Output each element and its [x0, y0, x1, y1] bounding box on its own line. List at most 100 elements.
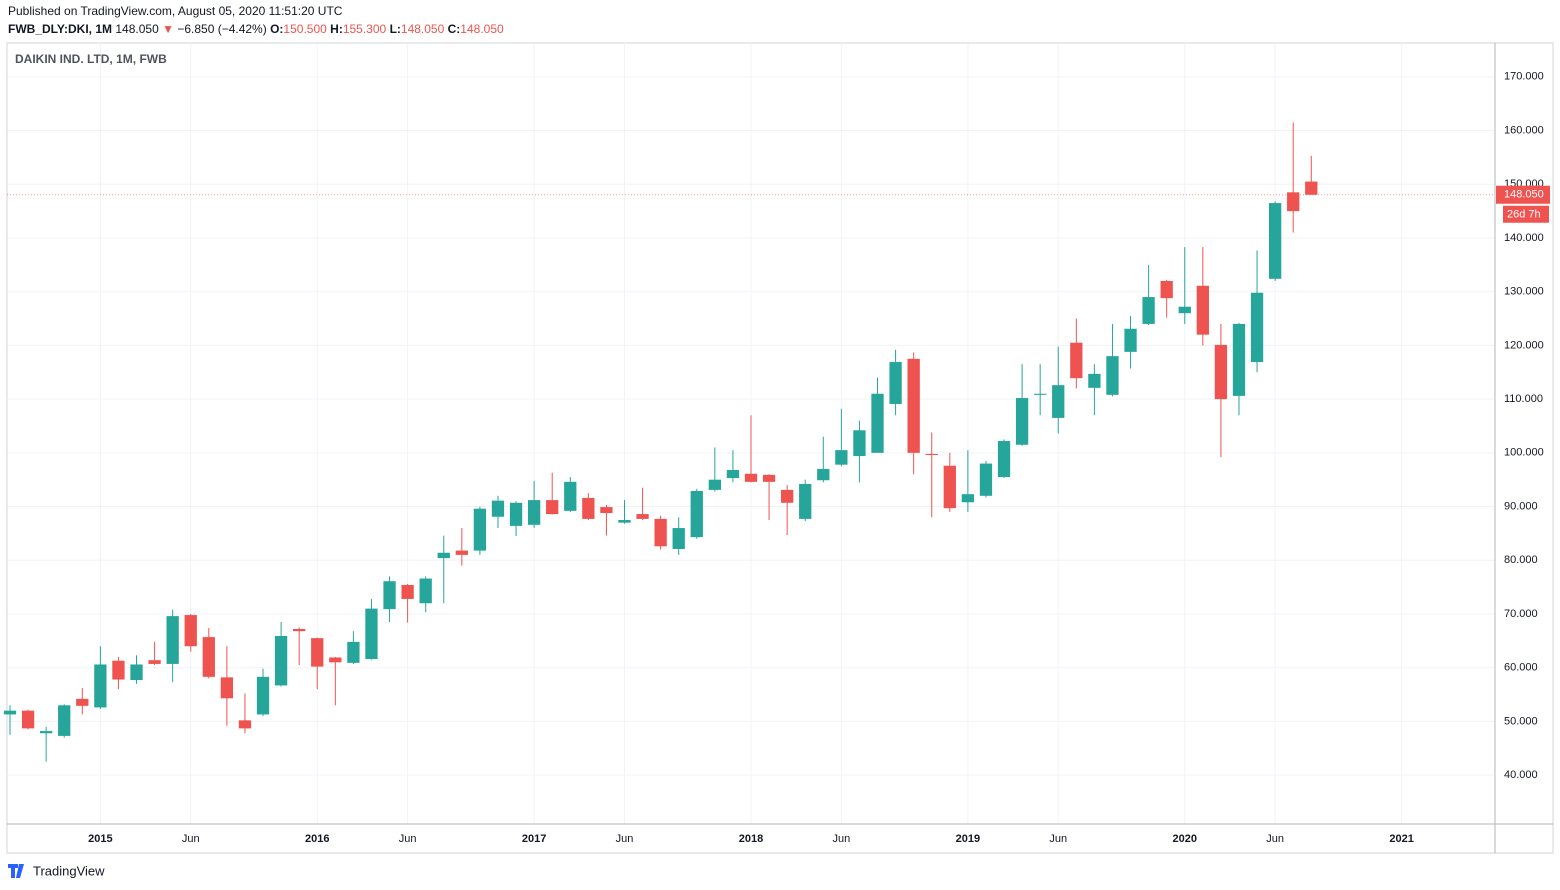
candle-body	[636, 514, 649, 519]
y-tick-label: 120.000	[1504, 339, 1544, 351]
candle-body	[184, 615, 197, 647]
candle-body	[925, 453, 938, 455]
candle-body	[853, 430, 866, 457]
y-tick-label: 110.000	[1504, 393, 1543, 405]
x-tick-label: Jun	[1266, 833, 1284, 845]
candle-body	[1106, 356, 1119, 395]
y-tick-label: 160.000	[1504, 124, 1544, 136]
brand-logo	[8, 864, 24, 878]
brand-name: TradingView	[33, 863, 105, 878]
candle-body	[690, 490, 703, 538]
ohlc-label: C:	[448, 22, 461, 36]
published-note: Published on TradingView.com, August 05,…	[8, 4, 343, 18]
y-tick-label: 90.000	[1504, 500, 1538, 512]
candle-body	[654, 518, 667, 547]
candle-body	[238, 720, 252, 729]
candle-body	[347, 641, 360, 663]
candle-body	[329, 657, 342, 663]
ohlc-label: L:	[390, 22, 401, 36]
chart-title: DAIKIN IND. LTD, 1M, FWB	[15, 52, 167, 66]
last-price-label: 148.050	[1504, 189, 1544, 201]
y-tick-label: 80.000	[1504, 554, 1538, 566]
candle-body	[618, 519, 631, 523]
x-tick-label: Jun	[182, 833, 200, 845]
ohlc-value: 155.300	[343, 22, 387, 36]
x-tick-label: Jun	[1049, 833, 1067, 845]
candle-body	[148, 660, 161, 664]
x-tick-label: 2017	[522, 833, 546, 845]
candle-body	[58, 705, 71, 736]
x-tick-label: 2016	[305, 833, 329, 845]
candle-body	[943, 465, 956, 509]
ohlc-value: 148.050	[460, 22, 504, 36]
brand: TradingView	[8, 863, 105, 878]
candle-body	[1088, 373, 1101, 388]
candle-body	[311, 638, 324, 667]
candle-body	[799, 483, 812, 519]
y-tick-label: 170.000	[1504, 71, 1544, 83]
candle-body	[600, 507, 613, 513]
candle-body	[1196, 285, 1209, 335]
candle-body	[383, 581, 396, 610]
candle-body	[509, 502, 523, 526]
ohlc-label: O:	[270, 22, 283, 36]
candle-body	[419, 578, 432, 604]
y-tick-label: 70.000	[1504, 608, 1538, 620]
candle-body	[1070, 342, 1083, 379]
candle-body	[781, 489, 794, 503]
y-tick-label: 130.000	[1504, 286, 1544, 298]
x-tick-label: 2015	[88, 833, 112, 845]
last-price: 148.050	[115, 22, 159, 36]
change-arrow: ▼	[162, 22, 174, 36]
candle-body	[1034, 393, 1047, 395]
symbol: FWB_DLY:DKI, 1M	[8, 22, 112, 36]
candle-body	[1232, 323, 1246, 396]
candle-body	[817, 468, 830, 481]
candle-body	[1015, 398, 1029, 445]
candles	[3, 122, 1495, 762]
countdown-label: 26d 7h	[1507, 209, 1541, 221]
y-tick-label: 60.000	[1504, 662, 1538, 674]
candle-body	[889, 362, 902, 404]
candle-body	[762, 474, 776, 482]
candle-body	[1142, 297, 1155, 324]
candle-body	[564, 481, 577, 511]
candle-body	[744, 473, 758, 482]
candle-body	[1268, 203, 1282, 279]
candle-body	[1250, 292, 1264, 363]
y-tick-label: 140.000	[1504, 232, 1544, 244]
candle-body	[130, 664, 143, 681]
x-tick-label: 2018	[739, 833, 763, 845]
candle-body	[1124, 328, 1137, 352]
y-tick-label: 100.000	[1504, 447, 1544, 459]
candle-body	[726, 470, 740, 479]
candle-body	[582, 497, 595, 519]
candle-body	[256, 676, 270, 715]
x-tick-label: Jun	[832, 833, 850, 845]
candle-body	[491, 500, 505, 517]
candle-body	[672, 528, 685, 549]
candle-body	[961, 494, 975, 503]
candle-body	[202, 637, 215, 677]
axes: 40.000 50.000 60.000 70.000 80.000 90.000 100.…	[88, 71, 1550, 845]
candle-body	[3, 710, 17, 715]
candle-body	[437, 552, 450, 559]
x-tick-label: 2020	[1173, 833, 1197, 845]
candle-body	[1052, 385, 1065, 418]
ohlc-value: 148.050	[401, 22, 445, 36]
candle-body	[907, 358, 920, 453]
y-tick-label: 50.000	[1504, 715, 1538, 727]
x-tick-label: Jun	[616, 833, 634, 845]
candle-body	[293, 629, 306, 632]
grid	[7, 43, 1495, 824]
candle-body	[1214, 344, 1228, 400]
x-tick-label: 2021	[1389, 833, 1413, 845]
candle-body	[1305, 181, 1318, 195]
candle-body	[835, 450, 848, 465]
candle-body	[76, 698, 89, 706]
candle-body	[166, 616, 179, 664]
candle-body	[1160, 280, 1173, 299]
candle-body	[112, 660, 125, 680]
candle-body	[401, 584, 414, 599]
